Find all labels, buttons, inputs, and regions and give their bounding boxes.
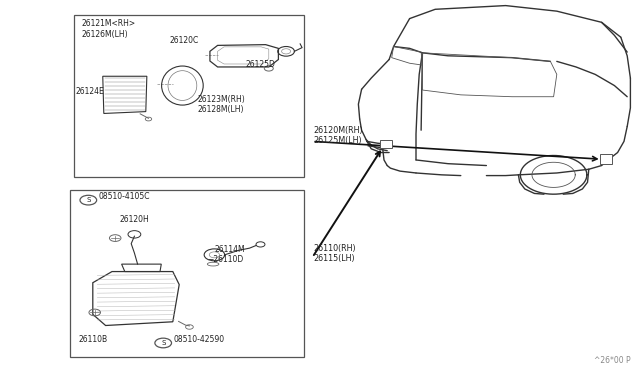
Text: 08510-4105C: 08510-4105C [99,192,150,201]
Text: 26121M<RH>
26126M(LH): 26121M<RH> 26126M(LH) [81,19,136,39]
Text: 08510-42590: 08510-42590 [173,335,225,344]
Bar [74,15,304,177]
Text: 26110(RH)
26115(LH): 26110(RH) 26115(LH) [314,244,356,263]
Bar [380,140,392,148]
Text: 26120H: 26120H [119,215,148,224]
Text: 26120C: 26120C [170,36,199,45]
Text: 26120M(RH)
26125M(LH): 26120M(RH) 26125M(LH) [314,126,364,145]
Text: S: S [161,340,165,346]
Bar [600,154,612,164]
Text: 26124E: 26124E [76,87,104,96]
Text: 26114M: 26114M [214,245,245,254]
Text: 26125D: 26125D [245,60,275,68]
Text: 26110B: 26110B [78,335,108,344]
Text: S: S [86,197,90,203]
Text: 26123M(RH)
26128M(LH): 26123M(RH) 26128M(LH) [197,95,245,114]
Text: −26110D: −26110D [207,255,243,264]
Text: ^26*00 P: ^26*00 P [594,356,630,365]
Bar [70,190,304,357]
